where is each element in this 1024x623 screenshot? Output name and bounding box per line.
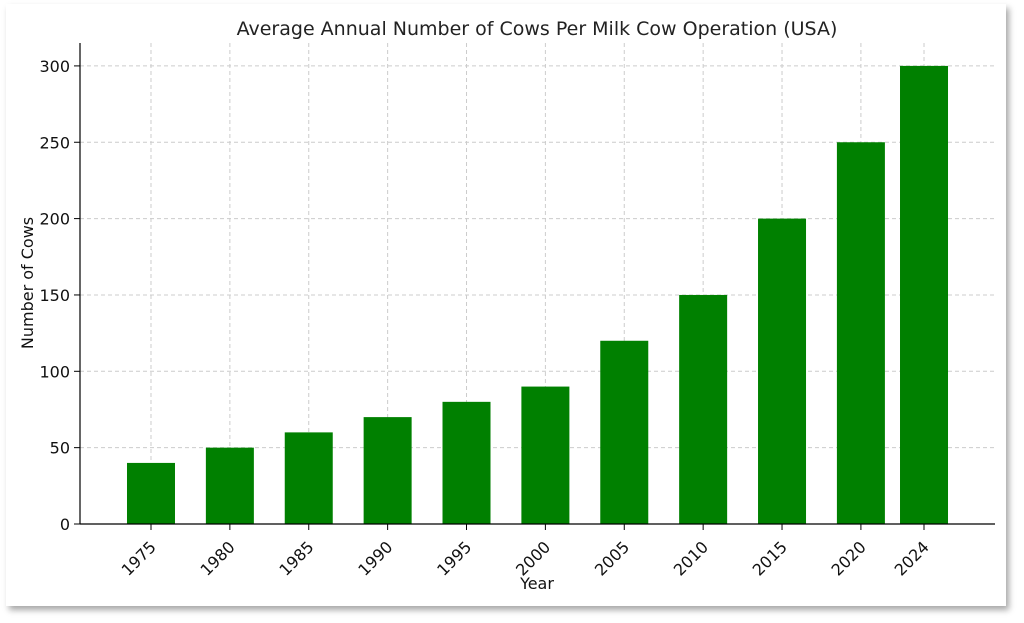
x-tick-label: 1985 — [275, 537, 317, 579]
bar-1975 — [126, 462, 175, 524]
bar-2024 — [900, 65, 949, 525]
bar-1985 — [284, 432, 333, 524]
y-tick-label: 300 — [39, 57, 70, 76]
bar-2020 — [836, 142, 885, 524]
bars — [126, 65, 949, 525]
x-tick-label: 2010 — [670, 537, 712, 579]
y-tick-label: 250 — [39, 133, 70, 152]
y-ticks: 0 50 100 150 200 250 300 — [39, 57, 80, 534]
bar-2005 — [600, 340, 649, 524]
bar-1990 — [363, 417, 412, 524]
x-tick-label: 1980 — [196, 537, 238, 579]
y-tick-label: 150 — [39, 286, 70, 305]
x-tick-label: 2005 — [591, 537, 633, 579]
x-tick-label: 2015 — [749, 537, 791, 579]
y-axis-label: Number of Cows — [18, 217, 37, 349]
x-axis-label: Year — [519, 574, 554, 593]
chart-title: Average Annual Number of Cows Per Milk C… — [237, 18, 838, 40]
bar-2015 — [758, 218, 807, 524]
x-tick-label: 2020 — [828, 537, 870, 579]
y-tick-label: 100 — [39, 362, 70, 381]
bar-2010 — [679, 294, 728, 524]
axes — [79, 43, 995, 525]
y-tick-label: 200 — [39, 210, 70, 229]
bar-1980 — [205, 447, 254, 524]
bar-1995 — [442, 401, 491, 524]
x-tick-label: 1975 — [118, 537, 160, 579]
y-tick-label: 50 — [50, 439, 70, 458]
y-tick-label: 0 — [60, 515, 70, 534]
bar-2000 — [521, 386, 570, 524]
x-tick-label: 1990 — [354, 537, 396, 579]
x-ticks: 1975 1980 1985 1990 1995 2000 2005 2010 2015 2020… — [118, 524, 933, 580]
x-tick-label: 1995 — [433, 537, 475, 579]
x-tick-label: 2024 — [891, 537, 933, 579]
